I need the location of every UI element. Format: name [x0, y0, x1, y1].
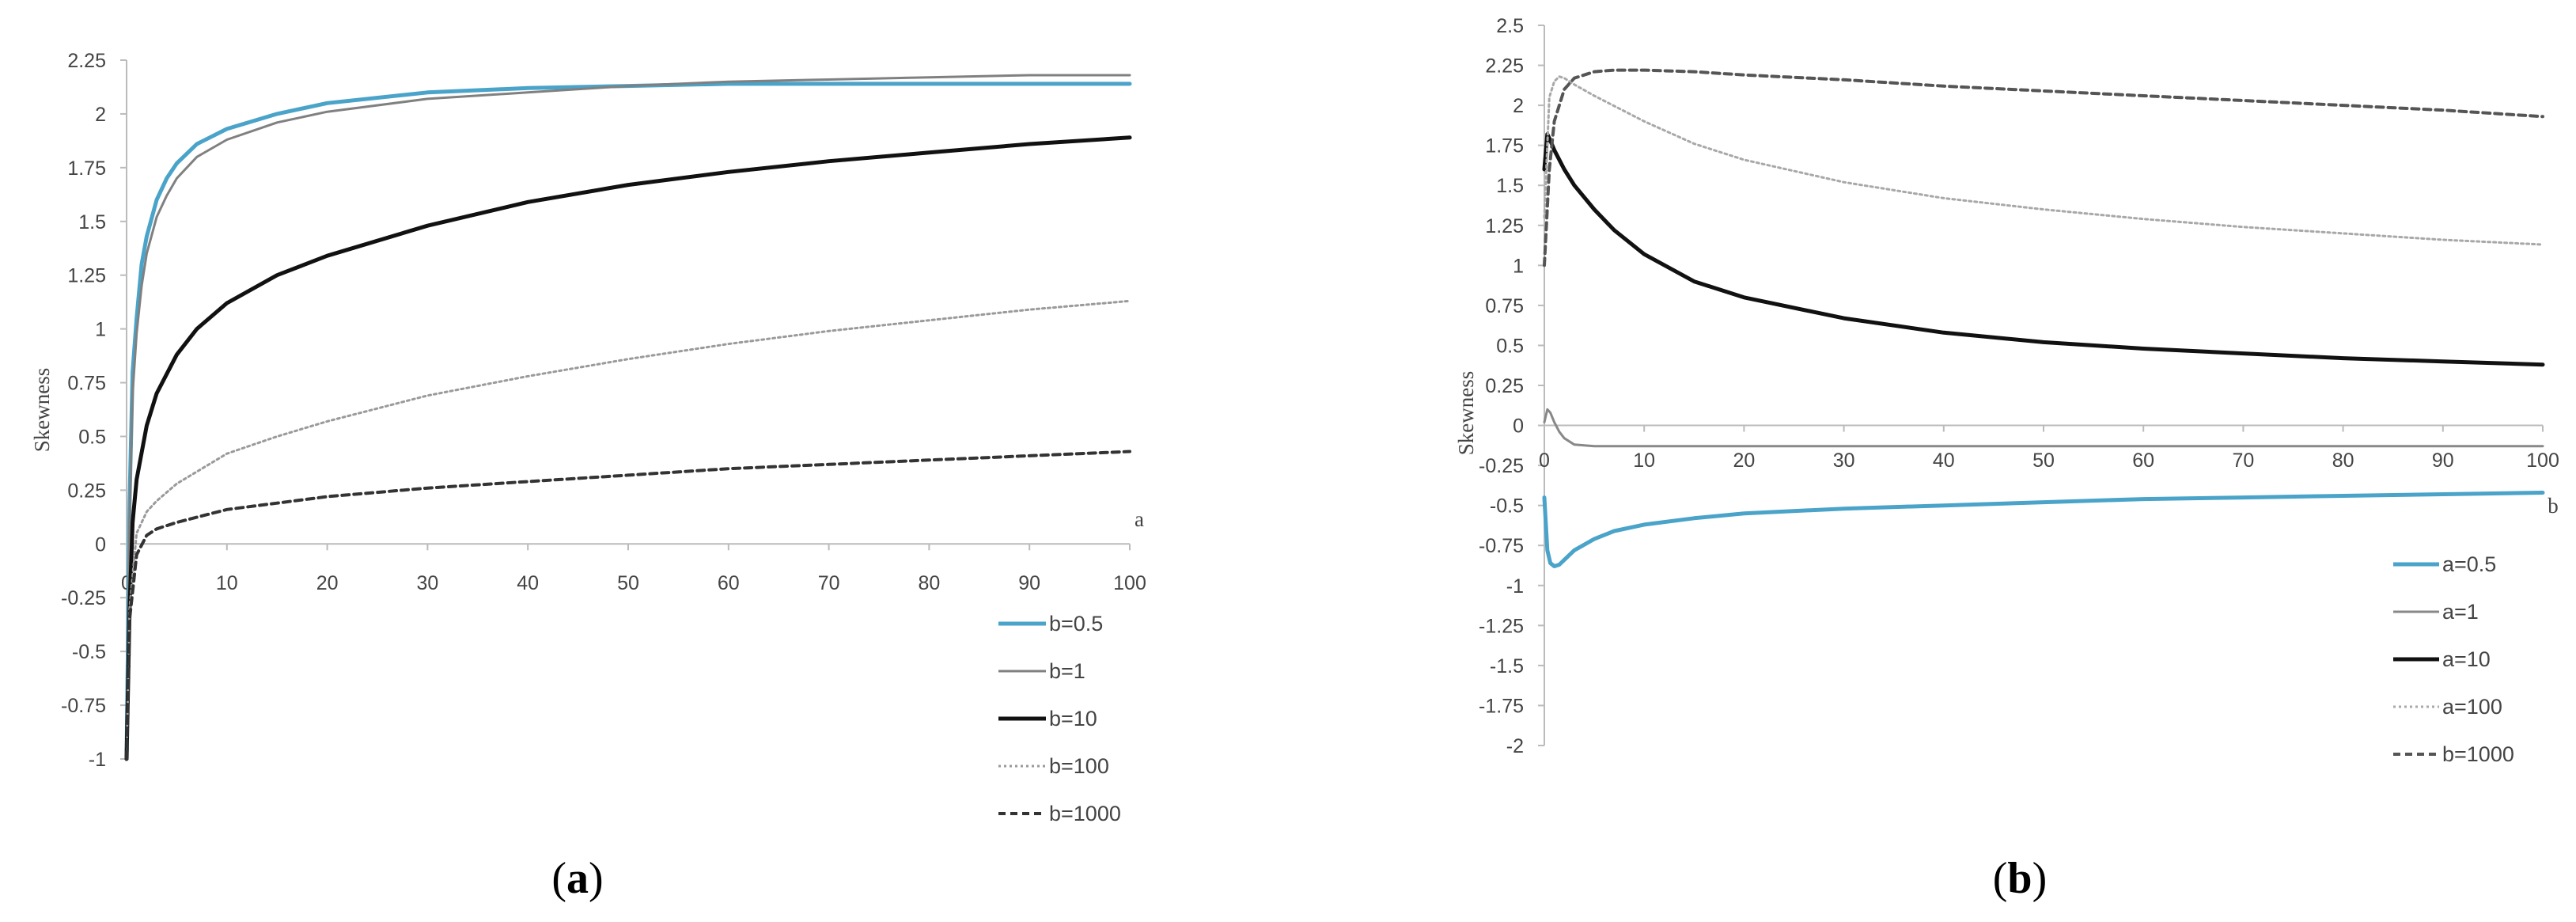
y-axis-label: Skewness — [1454, 371, 1478, 456]
x-tick-label: 60 — [2132, 450, 2154, 472]
legend-label: b=1000 — [2442, 742, 2514, 766]
legend-label: a=100 — [2442, 695, 2502, 719]
y-tick-label: 0 — [1513, 415, 1524, 438]
y-tick-label: 2 — [95, 104, 106, 126]
y-tick-label: 1.5 — [1496, 175, 1524, 197]
y-tick-label: -1 — [89, 749, 106, 771]
series-line-b-100 — [125, 299, 1131, 761]
series-line-a-100 — [1543, 75, 2544, 246]
series-line-b-1000 — [125, 450, 1131, 761]
y-tick-label: -0.75 — [61, 695, 106, 717]
y-axis-label: Skewness — [30, 368, 54, 453]
y-tick-label: -1.25 — [1479, 615, 1524, 637]
x-tick-label: 10 — [1633, 450, 1655, 472]
x-tick-label: 20 — [1733, 450, 1755, 472]
chart-b: -2 -1.75 -1.5 -1.25 -1 -0.75 -0.5 -0.25 0 0.25 0.5… — [1454, 15, 2559, 766]
y-tick-label: 2.25 — [67, 50, 106, 72]
y-tick-label: 1 — [95, 319, 106, 341]
x-tick-label: 0 — [1539, 450, 1550, 472]
y-tick-label: -1 — [1506, 575, 1524, 598]
y-tick-label: 0.25 — [67, 480, 106, 502]
y-tick-label: 1 — [1513, 255, 1524, 277]
legend-label: a=0.5 — [2442, 552, 2496, 576]
y-tick-label: 0.5 — [1496, 335, 1524, 357]
x-tick-label: 70 — [2232, 450, 2254, 472]
y-tick-label: 0.75 — [67, 373, 106, 395]
y-tick-label: 0.75 — [1485, 295, 1524, 317]
x-tick-label: 80 — [918, 572, 940, 594]
y-tick-label: 0.25 — [1485, 375, 1524, 397]
x-tick-label: 50 — [2032, 450, 2055, 472]
y-tick-label: 0.5 — [78, 426, 106, 448]
legend-label: a=1 — [2442, 600, 2479, 624]
series-line-b-1 — [125, 74, 1131, 761]
y-tick-label: 2.5 — [1496, 15, 1524, 37]
legend-label: a=10 — [2442, 647, 2491, 671]
x-tick-label: 60 — [718, 572, 740, 594]
y-tick-label: 2 — [1513, 95, 1524, 117]
y-tick-label: -0.75 — [1479, 535, 1524, 557]
y-tick-label: -0.25 — [61, 587, 106, 609]
series-line-a-0-5 — [1542, 491, 2545, 568]
x-tick-label: 90 — [1018, 572, 1040, 594]
legend-label: b=100 — [1049, 754, 1109, 778]
x-tick-label: 40 — [1933, 450, 1955, 472]
panel-label-b: (b) — [1993, 854, 2047, 903]
y-tick-label: 1.25 — [67, 265, 106, 287]
chart-a: -1 -0.75 -0.5 -0.25 0 0.25 0.5 0.75 1 1.25 1.5 1.75… — [30, 50, 1146, 825]
y-tick-label: 1.25 — [1485, 215, 1524, 237]
series-line-a-1 — [1543, 408, 2544, 448]
y-tick-label: 1.5 — [78, 211, 106, 233]
x-axis-label: a — [1135, 507, 1144, 531]
legend-label: b=1000 — [1049, 802, 1121, 825]
y-tick-label: -0.5 — [1490, 495, 1524, 518]
x-tick-label: 30 — [1833, 450, 1855, 472]
y-tick-label: 1.75 — [1485, 135, 1524, 157]
x-tick-label: 40 — [517, 572, 539, 594]
y-tick-label: -0.25 — [1479, 455, 1524, 477]
series-line-b-0-5 — [124, 82, 1132, 761]
x-tick-label: 80 — [2332, 450, 2354, 472]
x-tick-label: 10 — [216, 572, 238, 594]
series-line-b-10 — [124, 135, 1132, 761]
series-line-a-10 — [1542, 132, 2545, 367]
legend-label: b=10 — [1049, 707, 1097, 730]
y-tick-label: 2.25 — [1485, 55, 1524, 78]
x-tick-label: 30 — [416, 572, 438, 594]
y-tick-label: -0.5 — [72, 641, 106, 663]
y-tick-label: -1.5 — [1490, 655, 1524, 677]
y-tick-label: 0 — [95, 533, 106, 556]
series-line-b-1000 — [1543, 68, 2544, 267]
x-tick-label: 100 — [2526, 450, 2559, 472]
x-tick-label: 50 — [617, 572, 639, 594]
x-tick-label: 70 — [818, 572, 840, 594]
legend-label: b=1 — [1049, 659, 1085, 683]
panel-label-a: (a) — [551, 854, 603, 903]
y-tick-label: -2 — [1506, 735, 1524, 757]
legend-label: b=0.5 — [1049, 612, 1103, 636]
y-tick-label: 1.75 — [67, 157, 106, 180]
x-tick-label: 20 — [316, 572, 339, 594]
x-axis-label: b — [2548, 494, 2559, 518]
y-tick-label: -1.75 — [1479, 695, 1524, 717]
x-tick-label: 100 — [1113, 572, 1146, 594]
x-tick-label: 90 — [2432, 450, 2454, 472]
